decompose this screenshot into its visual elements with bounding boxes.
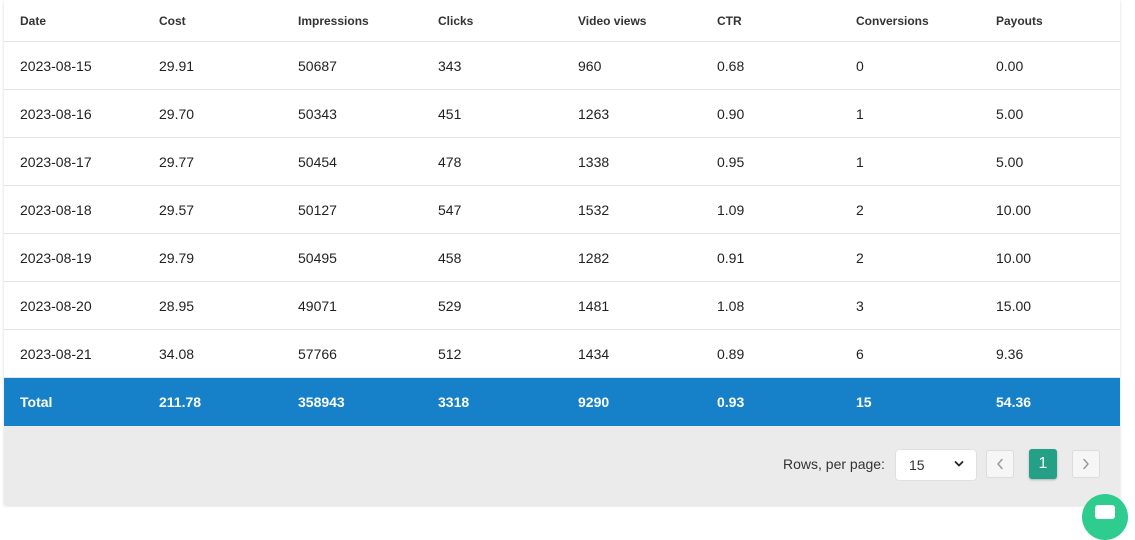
cell-cost: 34.08	[143, 329, 282, 378]
current-page-button[interactable]: 1	[1029, 449, 1057, 479]
next-page-button[interactable]	[1072, 450, 1100, 478]
table-row: 2023-08-15 29.91 50687 343 960 0.68 0 0.…	[4, 41, 1120, 90]
column-header-clicks[interactable]: Clicks	[422, 0, 562, 42]
table-row: 2023-08-21 34.08 57766 512 1434 0.89 6 9…	[4, 329, 1120, 378]
chat-icon	[1095, 505, 1115, 519]
cell-date: 2023-08-15	[4, 41, 143, 90]
cell-date: 2023-08-17	[4, 137, 143, 186]
cell-impressions: 50495	[282, 233, 422, 282]
cell-cost: 29.70	[143, 89, 282, 138]
rows-per-page-select[interactable]: 15	[896, 450, 976, 480]
cell-conversions: 2	[840, 185, 980, 234]
table-row: 2023-08-20 28.95 49071 529 1481 1.08 3 1…	[4, 281, 1120, 330]
column-header-impressions[interactable]: Impressions	[282, 0, 422, 42]
column-header-cost[interactable]: Cost	[143, 0, 282, 42]
cell-conversions: 3	[840, 281, 980, 330]
cell-clicks: 547	[422, 185, 562, 234]
table-row: 2023-08-19 29.79 50495 458 1282 0.91 2 1…	[4, 233, 1120, 282]
cell-video-views: 1338	[562, 137, 701, 186]
report-card: Date Cost Impressions Clicks Video views…	[4, 0, 1120, 505]
cell-impressions: 50687	[282, 41, 422, 90]
cell-clicks: 529	[422, 281, 562, 330]
rows-per-page-label: Rows, per page:	[783, 456, 885, 472]
table-row: 2023-08-17 29.77 50454 478 1338 0.95 1 5…	[4, 137, 1120, 186]
cell-cost: 29.79	[143, 233, 282, 282]
cell-conversions: 1	[840, 89, 980, 138]
cell-impressions: 50343	[282, 89, 422, 138]
cell-cost: 29.91	[143, 41, 282, 90]
cell-date: 2023-08-18	[4, 185, 143, 234]
column-header-video-views[interactable]: Video views	[562, 0, 701, 42]
rows-per-page-value: 15	[909, 457, 925, 473]
total-payouts: 54.36	[980, 377, 1120, 426]
cell-ctr: 0.90	[701, 89, 840, 138]
column-header-payouts[interactable]: Payouts	[980, 0, 1120, 42]
total-clicks: 3318	[422, 377, 562, 426]
cell-impressions: 50454	[282, 137, 422, 186]
cell-payouts: 15.00	[980, 281, 1120, 330]
table-row: 2023-08-18 29.57 50127 547 1532 1.09 2 1…	[4, 185, 1120, 234]
cell-payouts: 10.00	[980, 233, 1120, 282]
column-header-conversions[interactable]: Conversions	[840, 0, 980, 42]
total-impressions: 358943	[282, 377, 422, 426]
cell-payouts: 9.36	[980, 329, 1120, 378]
total-cost: 211.78	[143, 377, 282, 426]
cell-video-views: 1481	[562, 281, 701, 330]
chevron-left-icon	[997, 458, 1003, 470]
cell-video-views: 1263	[562, 89, 701, 138]
cell-cost: 29.57	[143, 185, 282, 234]
cell-conversions: 6	[840, 329, 980, 378]
cell-clicks: 343	[422, 41, 562, 90]
cell-conversions: 2	[840, 233, 980, 282]
cell-date: 2023-08-16	[4, 89, 143, 138]
cell-payouts: 0.00	[980, 41, 1120, 90]
cell-conversions: 0	[840, 41, 980, 90]
cell-payouts: 5.00	[980, 89, 1120, 138]
total-video-views: 9290	[562, 377, 701, 426]
previous-page-button[interactable]	[986, 450, 1014, 478]
column-header-date[interactable]: Date	[4, 0, 143, 42]
chevron-right-icon	[1083, 458, 1089, 470]
cell-ctr: 0.91	[701, 233, 840, 282]
cell-conversions: 1	[840, 137, 980, 186]
cell-clicks: 478	[422, 137, 562, 186]
cell-ctr: 1.08	[701, 281, 840, 330]
cell-cost: 28.95	[143, 281, 282, 330]
cell-date: 2023-08-21	[4, 329, 143, 378]
cell-video-views: 960	[562, 41, 701, 90]
total-label: Total	[4, 377, 143, 426]
cell-date: 2023-08-19	[4, 233, 143, 282]
cell-ctr: 0.89	[701, 329, 840, 378]
cell-payouts: 5.00	[980, 137, 1120, 186]
cell-video-views: 1282	[562, 233, 701, 282]
cell-clicks: 512	[422, 329, 562, 378]
cell-video-views: 1434	[562, 329, 701, 378]
column-header-ctr[interactable]: CTR	[701, 0, 840, 42]
chat-widget-button[interactable]	[1082, 494, 1128, 540]
cell-ctr: 0.68	[701, 41, 840, 90]
cell-ctr: 0.95	[701, 137, 840, 186]
cell-impressions: 57766	[282, 329, 422, 378]
stats-table: Date Cost Impressions Clicks Video views…	[4, 0, 1120, 426]
cell-impressions: 49071	[282, 281, 422, 330]
total-conversions: 15	[840, 377, 980, 426]
cell-clicks: 451	[422, 89, 562, 138]
cell-ctr: 1.09	[701, 185, 840, 234]
table-row: 2023-08-16 29.70 50343 451 1263 0.90 1 5…	[4, 89, 1120, 138]
cell-clicks: 458	[422, 233, 562, 282]
cell-impressions: 50127	[282, 185, 422, 234]
total-ctr: 0.93	[701, 377, 840, 426]
cell-payouts: 10.00	[980, 185, 1120, 234]
table-header-row: Date Cost Impressions Clicks Video views…	[4, 0, 1120, 42]
cell-video-views: 1532	[562, 185, 701, 234]
pagination-bar: Rows, per page: 15 1	[4, 426, 1120, 505]
cell-cost: 29.77	[143, 137, 282, 186]
chevron-down-icon	[954, 461, 964, 467]
cell-date: 2023-08-20	[4, 281, 143, 330]
total-row: Total 211.78 358943 3318 9290 0.93 15 54…	[4, 377, 1120, 426]
